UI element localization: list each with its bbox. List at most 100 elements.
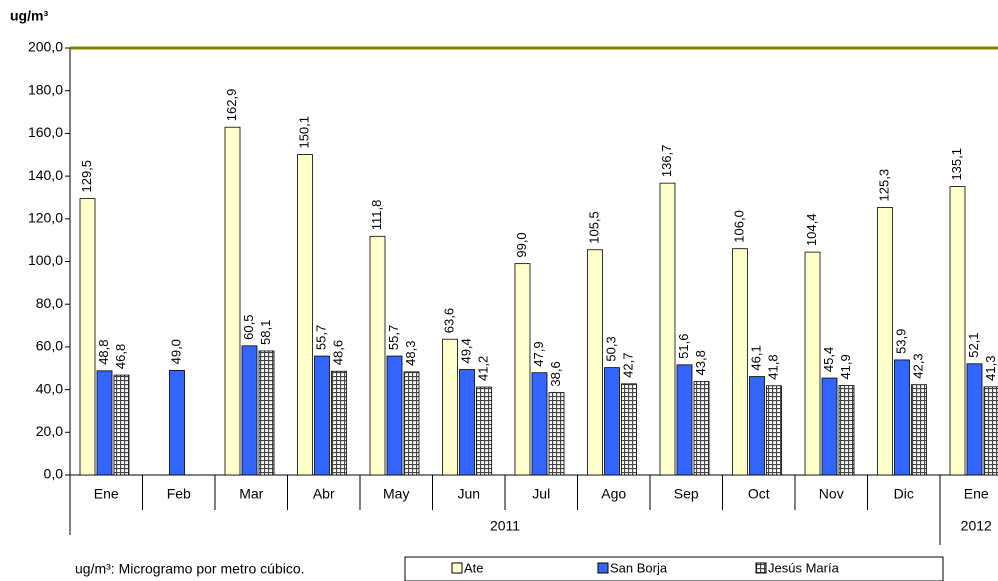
value-label: 99,0 <box>514 232 529 257</box>
value-label: 49,0 <box>168 339 183 364</box>
y-axis-label: ug/m³ <box>10 8 48 24</box>
bar <box>369 235 386 476</box>
bar <box>459 369 475 476</box>
x-tick-label: Oct <box>748 486 770 502</box>
x-tick-label: Feb <box>167 486 191 502</box>
value-label: 111,8 <box>369 200 384 231</box>
bar <box>659 182 676 476</box>
value-label: 136,7 <box>659 145 674 178</box>
bar <box>403 371 420 476</box>
group-label: 2012 <box>961 518 992 534</box>
footnote: ug/m³: Microgramo por metro cúbico. <box>75 561 305 577</box>
bar <box>821 377 838 476</box>
bar <box>514 263 531 476</box>
bar <box>314 355 330 476</box>
legend-label: San Borja <box>610 560 668 575</box>
bar <box>548 392 565 476</box>
y-tick-label: 20,0 <box>36 423 63 439</box>
bar <box>331 370 347 476</box>
x-tick-label: Jun <box>457 486 480 502</box>
value-label: 105,5 <box>586 211 601 244</box>
legend-label: Jesús María <box>768 560 840 575</box>
value-label: 46,8 <box>113 344 128 369</box>
x-tick-label: Jul <box>532 486 550 502</box>
y-tick-label: 120,0 <box>28 210 63 226</box>
bar <box>241 345 258 476</box>
x-tick-label: May <box>383 486 409 502</box>
legend-label: Ate <box>464 560 484 575</box>
bar <box>169 369 185 476</box>
y-tick-label: 60,0 <box>36 338 63 354</box>
value-label: 60,5 <box>241 315 256 340</box>
value-label: 125,3 <box>876 169 891 202</box>
value-label: 52,1 <box>966 332 981 357</box>
value-label: 38,6 <box>548 361 563 386</box>
x-tick-label: Sep <box>674 486 699 502</box>
y-tick-label: 200,0 <box>28 39 63 55</box>
y-tick-label: 0,0 <box>44 466 64 482</box>
bar <box>804 251 821 476</box>
bar <box>732 248 748 476</box>
value-label: 41,3 <box>983 356 998 381</box>
value-label: 55,7 <box>313 325 328 350</box>
value-label: 129,5 <box>79 160 94 193</box>
value-label: 46,1 <box>748 345 763 370</box>
bar <box>894 359 910 476</box>
value-label: 48,8 <box>96 339 111 364</box>
value-label: 135,1 <box>949 148 964 181</box>
legend-swatch <box>755 562 767 574</box>
x-tick-label: Abr <box>313 486 335 502</box>
bar <box>297 154 313 476</box>
y-tick-label: 180,0 <box>28 81 63 97</box>
x-tick-label: Ago <box>601 486 626 502</box>
bar <box>587 249 603 476</box>
value-label: 150,1 <box>296 116 311 149</box>
bar <box>693 381 710 476</box>
bar <box>766 385 782 476</box>
y-tick-label: 160,0 <box>28 124 63 140</box>
group-label: 2011 <box>490 518 520 534</box>
bar <box>966 363 983 476</box>
value-label: 41,8 <box>765 354 780 379</box>
legend-swatch <box>451 562 463 574</box>
x-tick-label: Mar <box>239 486 263 502</box>
bar <box>113 374 130 476</box>
x-tick-label: Nov <box>819 486 844 502</box>
value-label: 104,4 <box>804 214 819 247</box>
value-label: 42,3 <box>910 353 925 378</box>
value-label: 50,3 <box>603 336 618 361</box>
bar <box>621 383 637 476</box>
y-tick-label: 80,0 <box>36 295 63 311</box>
y-tick-label: 40,0 <box>36 380 63 396</box>
value-label: 53,9 <box>893 329 908 354</box>
bar <box>442 338 458 476</box>
value-label: 42,7 <box>620 353 635 378</box>
value-label: 49,4 <box>458 338 473 363</box>
x-tick-label: Ene <box>964 486 989 502</box>
value-label: 58,1 <box>258 320 273 345</box>
y-tick-label: 140,0 <box>28 167 63 183</box>
value-label: 63,6 <box>441 308 456 333</box>
legend-swatch <box>597 562 609 574</box>
value-label: 51,6 <box>676 334 691 359</box>
bar <box>676 364 693 476</box>
bar <box>79 198 96 476</box>
value-label: 45,4 <box>821 347 836 372</box>
value-label: 47,9 <box>531 341 546 366</box>
bar <box>877 207 893 476</box>
bar <box>476 386 492 476</box>
bar <box>949 186 966 476</box>
bar <box>838 385 855 476</box>
value-label: 55,7 <box>386 325 401 350</box>
value-label: 106,0 <box>731 210 746 243</box>
bar <box>386 355 403 476</box>
bar <box>983 386 998 476</box>
value-label: 41,9 <box>838 354 853 379</box>
bar <box>96 370 113 476</box>
value-label: 162,9 <box>224 89 239 122</box>
bar <box>531 372 548 476</box>
x-tick-label: Ene <box>94 486 119 502</box>
value-label: 43,8 <box>693 350 708 375</box>
y-tick-label: 100,0 <box>28 252 63 268</box>
